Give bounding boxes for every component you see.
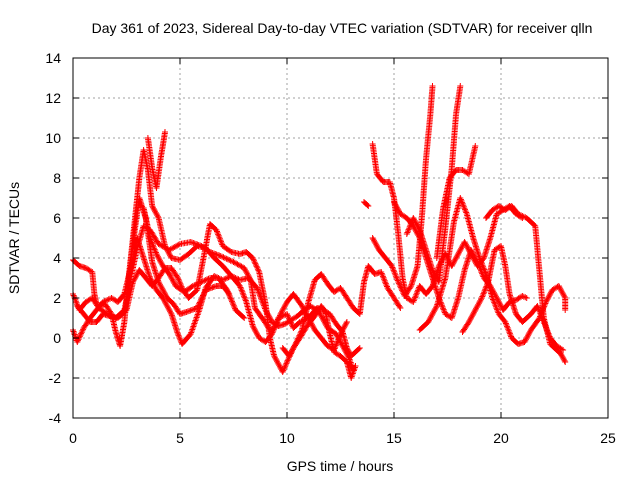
y-tick-label: -4 [49, 410, 62, 426]
series-arc-11 [369, 83, 436, 299]
y-axis-label: SDTVAR / TECUs [6, 182, 22, 294]
series-marks [369, 83, 436, 299]
y-tick-label: 0 [53, 330, 61, 346]
data-marks [70, 83, 569, 381]
series-arc-2 [70, 223, 363, 359]
series-marks [144, 129, 168, 191]
x-tick-label: 20 [493, 430, 509, 446]
series-marks [403, 83, 464, 285]
series-arc-12 [403, 83, 464, 285]
y-tick-label: 2 [53, 290, 61, 306]
series-marks [279, 263, 404, 359]
series-marks [459, 243, 567, 353]
series-arc-8 [279, 263, 404, 359]
x-tick-label: 10 [279, 430, 295, 446]
series-arc-17 [459, 243, 567, 353]
series-marks [70, 223, 363, 359]
plot-frame [72, 57, 609, 419]
series-arc-15 [433, 143, 479, 261]
y-tick-label: 4 [53, 250, 61, 266]
series-marks [391, 199, 530, 321]
series-arc-6 [144, 129, 168, 191]
y-tick-label: 14 [45, 50, 61, 66]
x-axis-label: GPS time / hours [287, 458, 394, 474]
series-marks [140, 205, 248, 321]
series-marks [125, 147, 350, 353]
y-tick-label: 8 [53, 170, 61, 186]
series-arc-5 [125, 147, 350, 353]
axis-ticks: 0 5 10 15 20 25 -4 -2 0 2 4 6 8 10 12 14 [45, 50, 616, 446]
y-tick-label: 6 [53, 210, 61, 226]
x-tick-label: 15 [386, 430, 402, 446]
x-tick-label: 0 [69, 430, 77, 446]
series-arc-14 [391, 199, 530, 321]
series-marks [433, 143, 479, 261]
x-tick-label: 5 [176, 430, 184, 446]
y-tick-label: 10 [45, 130, 61, 146]
x-tick-label: 25 [600, 430, 616, 446]
chart-title: Day 361 of 2023, Sidereal Day-to-day VTE… [92, 20, 593, 36]
y-tick-label: 12 [45, 90, 61, 106]
series-marks [361, 199, 372, 209]
series-arc-7 [140, 205, 248, 321]
series-arc-9 [361, 199, 372, 209]
y-tick-label: -2 [49, 370, 62, 386]
